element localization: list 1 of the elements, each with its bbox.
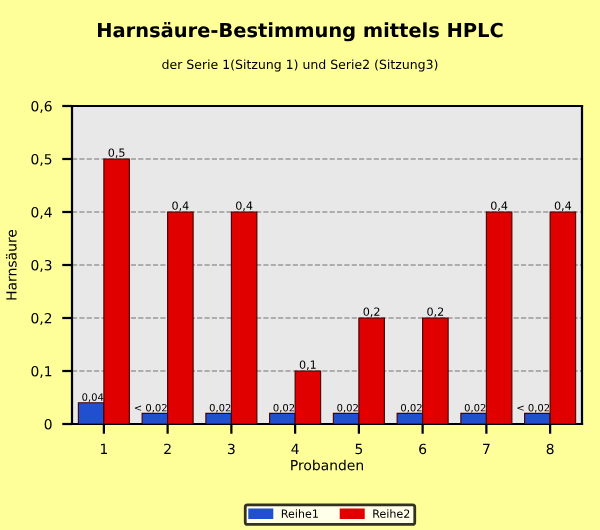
chart-title: Harnsäure-Bestimmung mittels HPLC (98, 22, 503, 42)
